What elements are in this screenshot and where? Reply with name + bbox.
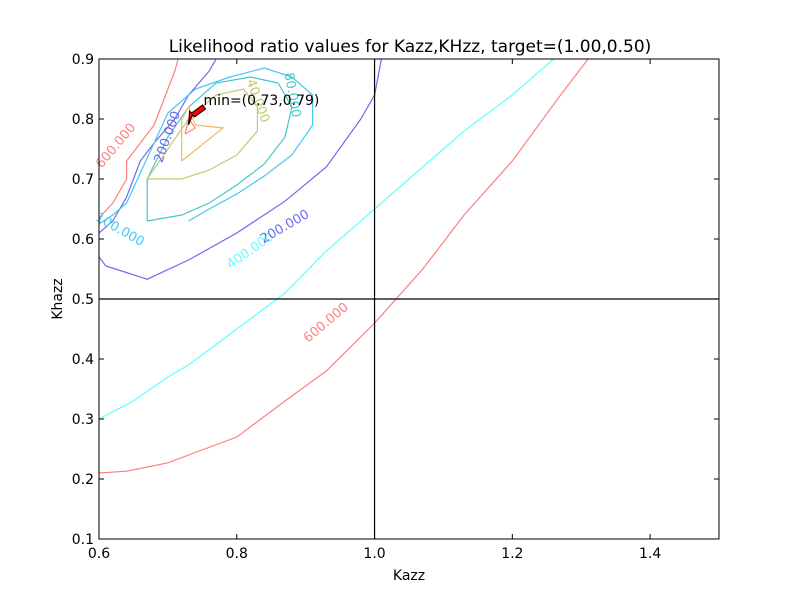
x-axis-label: Kazz <box>393 568 425 584</box>
contour-line <box>181 105 225 162</box>
contour-line <box>99 59 555 420</box>
contour-line <box>99 67 314 225</box>
y-tick-label: 0.3 <box>72 412 94 428</box>
y-tick-label: 0.4 <box>72 352 94 368</box>
chart-title: Likelihood ratio values for Kazz,KHzz, t… <box>169 37 652 57</box>
contour-level-label: 600.000 <box>93 121 139 172</box>
y-axis-label: Khazz <box>50 278 66 319</box>
y-tick-label: 0.7 <box>72 172 94 188</box>
contour-line <box>99 59 382 280</box>
y-tick-label: 0.9 <box>72 52 94 68</box>
x-tick-label: 1.0 <box>363 546 385 562</box>
minimum-annotation-text: min=(0.73,0.79) <box>204 93 320 109</box>
contour-level-label: 100.000 <box>93 210 147 250</box>
y-tick-label: 0.8 <box>72 112 94 128</box>
x-tick-label: 0.8 <box>226 546 248 562</box>
y-tick-label: 0.6 <box>72 232 94 248</box>
contour-line <box>184 117 197 135</box>
x-tick-label: 1.4 <box>639 546 661 562</box>
minimum-arrow-icon <box>188 104 207 126</box>
x-tick-label: 1.2 <box>501 546 523 562</box>
contour-line <box>146 76 293 222</box>
target-lines <box>99 59 719 539</box>
contour-line <box>99 59 589 474</box>
y-tick-label: 0.2 <box>72 472 94 488</box>
plot-area: 600.000400.000200.000200.000100.00080.00… <box>93 58 720 540</box>
y-tick-label: 0.1 <box>72 532 94 548</box>
y-tick-label: 0.5 <box>72 292 94 308</box>
minimum-annotation: min=(0.73,0.79) <box>188 93 320 126</box>
x-tick-label: 0.6 <box>88 546 110 562</box>
contour-layer <box>99 59 589 474</box>
y-axis-ticks: 0.1 0.2 0.3 0.4 0.5 0.6 0.7 0.8 0.9 <box>72 52 719 548</box>
contour-line <box>99 59 179 219</box>
x-axis-ticks: 0.6 0.8 1.0 1.2 1.4 <box>88 59 661 562</box>
contour-level-label: 600.000 <box>301 300 352 346</box>
